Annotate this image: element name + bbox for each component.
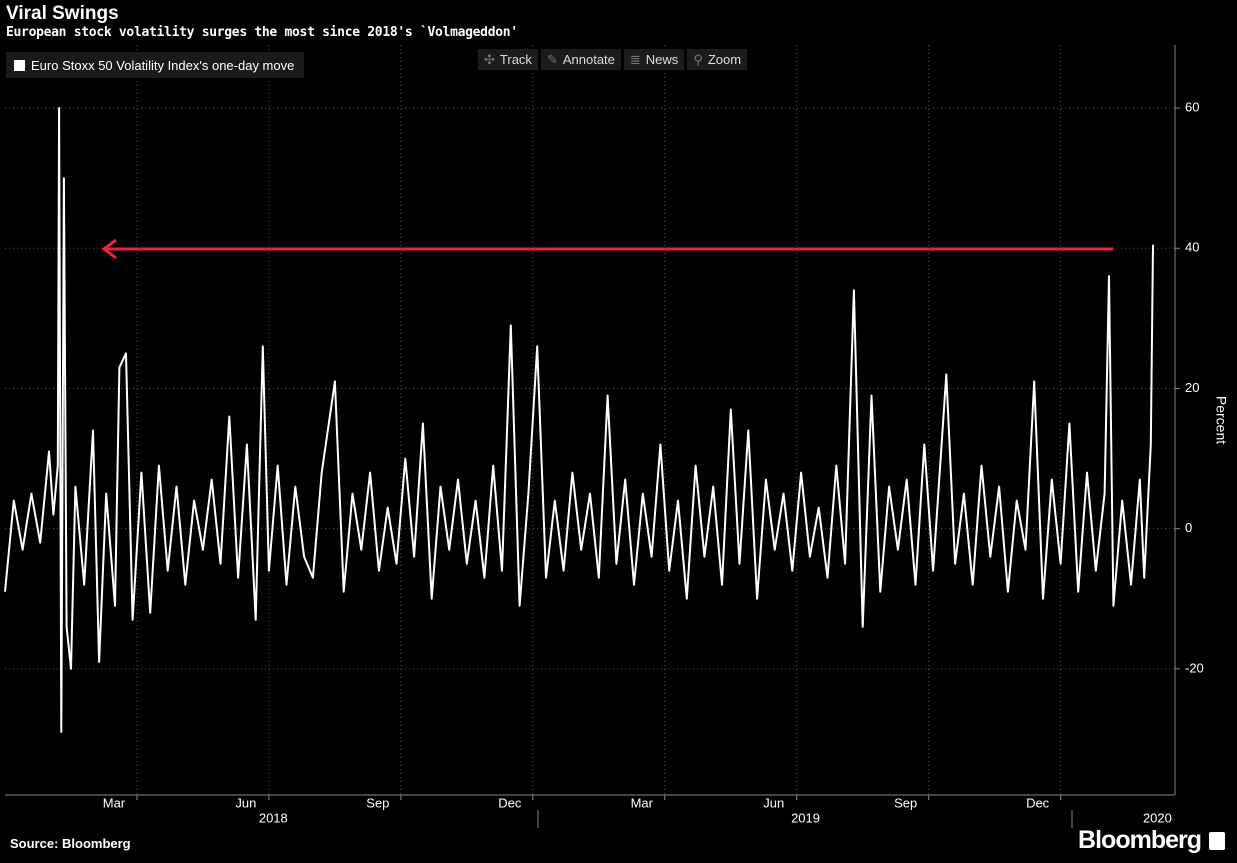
toolbar-button[interactable]: ⚲ Zoom [687,49,748,70]
x-tick-label: 2020 [1143,810,1172,825]
x-tick-label: Dec [498,795,522,810]
arrow-annotation [101,238,1113,260]
y-tick-label: -20 [1185,660,1204,675]
button-label: Zoom [707,52,742,67]
y-tick-label: 0 [1185,520,1192,535]
y-axis-label: Percent [1213,396,1229,444]
toolbar-button[interactable]: ✣ Track [478,49,538,70]
x-tick-label: Mar [631,795,654,810]
toolbar-button[interactable]: ≣ News [623,49,685,70]
x-tick-label: Jun [235,795,256,810]
toolbar-button[interactable]: ✎ Annotate [540,49,621,70]
x-tick-label: Dec [1026,795,1050,810]
logo: Bloomberg [1078,826,1225,855]
grid [5,45,1175,795]
x-tick-label: Sep [894,795,917,810]
legend-swatch [14,59,25,71]
legend: Euro Stoxx 50 Volatility Index's one-day… [6,52,305,78]
legend-label: Euro Stoxx 50 Volatility Index's one-day… [31,57,295,73]
button-label: Annotate [562,52,615,67]
year-label: 2018 [259,810,288,825]
marks [4,107,1154,733]
y-tick-label: 20 [1185,380,1199,395]
source: Source: Bloomberg [10,836,131,851]
button-label: Track [499,52,532,67]
toolbar: ✣ Track ✎ Annotate ≣ News ⚲ Zoom [478,49,748,70]
year-label: 2019 [791,810,820,825]
button-label: News [645,52,679,67]
y-tick-label: 40 [1185,240,1199,255]
y-tick-label: 60 [1185,100,1199,115]
chart-title: Viral Swings [6,3,119,24]
data-line [4,107,1154,733]
x-tick-label: Jun [763,795,784,810]
x-tick-label: Sep [366,795,389,810]
chart-subtitle: European stock volatility surges the mos… [6,25,518,40]
x-tick-label: Mar [103,795,126,810]
logo-text: Bloomberg [1078,826,1202,854]
